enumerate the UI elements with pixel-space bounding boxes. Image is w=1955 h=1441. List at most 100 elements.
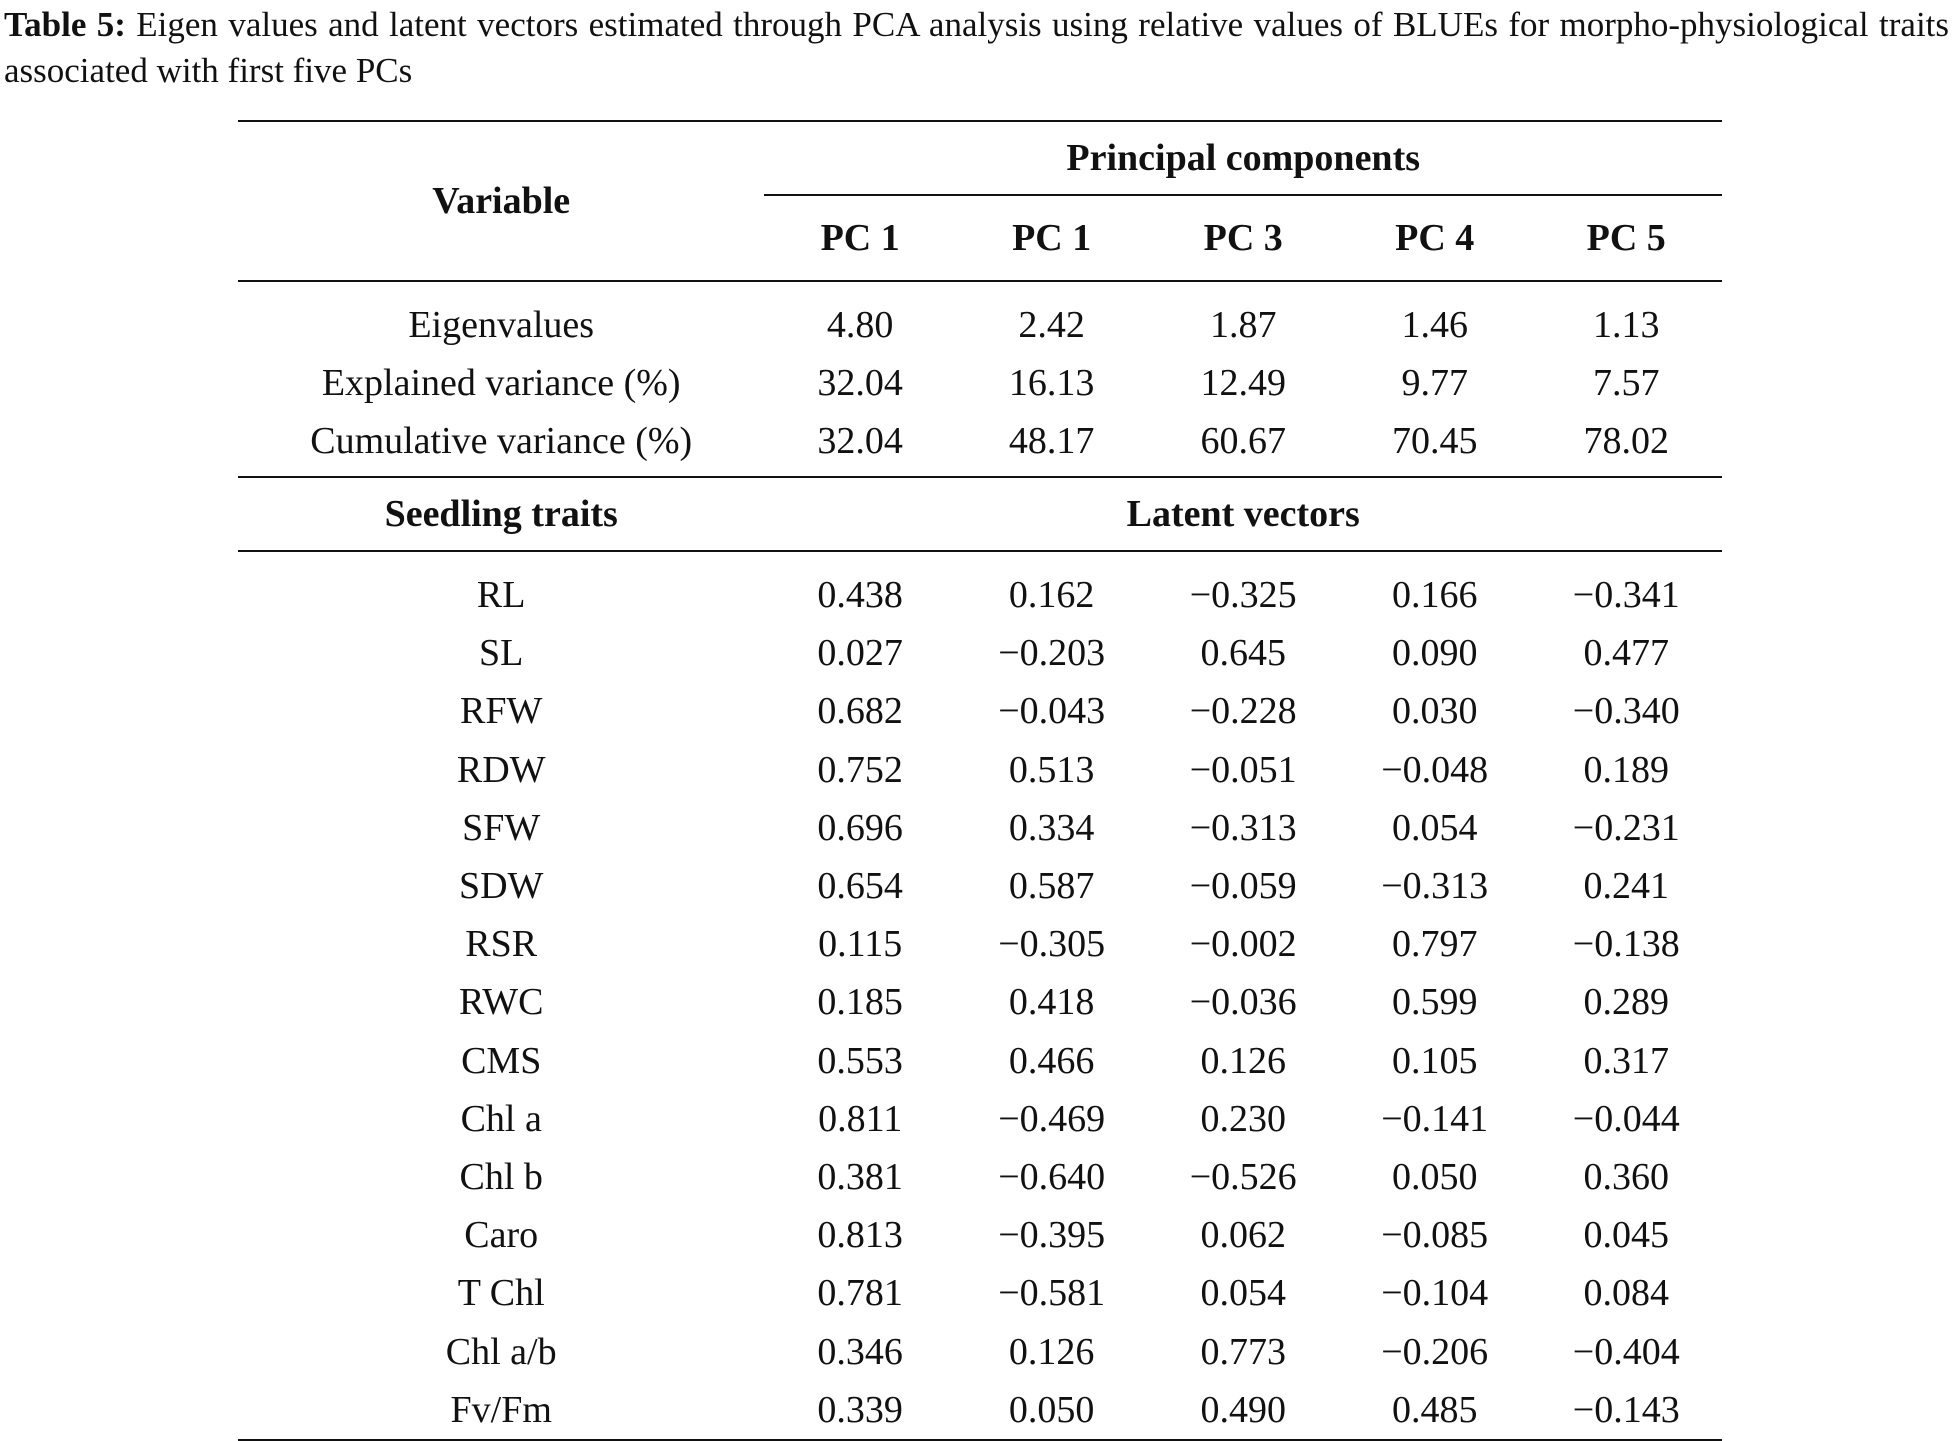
latent-vector-value: −0.469 [998,1097,1106,1140]
stat-row-eigenvalues: Eigenvalues 4.80 2.42 1.87 1.46 1.13 [238,281,1722,354]
table-row: RDW 0.752 0.513 −0.051 −0.048 0.189 [238,741,1722,799]
latent-vector-value: 0.334 [1008,806,1095,849]
latent-vector-value: −0.138 [1572,923,1680,966]
header-pc-column: PC 5 [1530,195,1722,282]
table-row: RWC 0.185 0.418 −0.036 0.599 0.289 [238,973,1722,1031]
stat-value: 1.13 [1592,304,1660,346]
latent-vector-value: 0.477 [1583,632,1669,675]
header-variable: Variable [238,121,765,282]
stat-value: 32.04 [764,412,956,478]
header-principal-components: Principal components [764,121,1722,196]
stat-value: 60.67 [1147,412,1339,478]
latent-vector-value: −0.104 [1381,1272,1489,1315]
latent-vector-value: 0.230 [1200,1097,1286,1140]
stat-value: 32.04 [817,362,903,404]
stat-value: 4.80 [826,304,894,346]
stat-label: Cumulative variance (%) [238,412,765,478]
latent-vector-value: 0.381 [817,1155,903,1198]
latent-vector-value: 0.027 [817,632,903,675]
trait-name: Fv/Fm [238,1380,765,1441]
latent-vector-value: 0.773 [1200,1330,1286,1373]
stats-section: Eigenvalues 4.80 2.42 1.87 1.46 1.13 Exp… [238,281,1722,552]
latent-vector-value: −0.085 [1381,1214,1489,1257]
stat-value: 78.02 [1530,412,1722,478]
latent-vector-value: −0.313 [1189,806,1297,849]
latent-vector-value: −0.002 [1189,923,1297,966]
header-pc-column: PC 1 [764,195,956,282]
latent-vector-value: 0.115 [818,923,903,966]
latent-vector-value: 0.084 [1583,1272,1669,1315]
latent-vector-value: −0.051 [1189,748,1297,791]
latent-vector-value: −0.141 [1381,1097,1489,1140]
trait-name: Chl b [459,1155,543,1198]
latent-vector-value: 0.126 [1008,1330,1095,1373]
latent-vector-value: −0.059 [1189,865,1297,908]
latent-vector-value: −0.305 [998,923,1106,966]
latent-vector-value: 0.696 [817,806,903,849]
stat-value: 70.45 [1338,412,1531,478]
latent-vector-value: 0.485 [1338,1380,1531,1441]
trait-name: RL [476,574,526,617]
latent-vector-value: 0.682 [817,690,903,733]
latent-vector-value: 0.126 [1200,1039,1286,1082]
latent-vector-value: 0.189 [1583,748,1669,791]
table-row: Caro 0.813 −0.395 0.062 −0.085 0.045 [238,1206,1722,1264]
latent-vector-value: 0.797 [1391,923,1478,966]
latent-vector-value: 0.241 [1583,865,1669,908]
trait-name: RDW [456,748,546,791]
latent-vector-value: −0.581 [998,1272,1106,1315]
latent-vector-value: −0.313 [1381,865,1489,908]
latent-vector-value: 0.030 [1391,690,1478,733]
seedling-traits-heading: Seedling traits [238,477,765,552]
latent-vector-value: 0.645 [1200,632,1286,675]
latent-vector-value: −0.526 [1189,1155,1297,1198]
stat-value: 12.49 [1200,362,1286,404]
latent-vector-value: 0.317 [1583,1039,1669,1082]
table-row: Chl a 0.811 −0.469 0.230 −0.141 −0.044 [238,1090,1722,1148]
latent-vector-value: 0.438 [817,574,903,617]
trait-name: SDW [458,865,544,908]
latent-vector-value: 0.587 [1008,865,1095,908]
latent-vector-rows: RL 0.438 0.162 −0.325 0.166 −0.341 SL 0.027 −0.2… [238,551,1722,1441]
latent-vector-value: 0.045 [1583,1214,1669,1257]
latent-vector-value: −0.640 [998,1155,1106,1198]
header-pc-column: PC 3 [1147,195,1339,282]
latent-vector-value: −0.340 [1572,690,1680,733]
stat-label: Eigenvalues [408,304,595,346]
latent-vector-value: −0.341 [1572,574,1680,617]
latent-vector-value: 0.553 [817,1039,903,1082]
trait-name: T Chl [457,1272,545,1315]
table-row: CMS 0.553 0.466 0.126 0.105 0.317 [238,1032,1722,1090]
latent-vector-value: 0.166 [1391,574,1478,617]
trait-name: SL [479,632,524,675]
pca-table: Variable Principal components PC 1 PC 1 … [238,120,1722,1441]
stat-value: 9.77 [1401,362,1468,404]
stat-value: 1.87 [1209,304,1277,346]
trait-name: SFW [462,806,541,849]
table-row: Fv/Fm 0.339 0.050 0.490 0.485 −0.143 [238,1380,1722,1441]
stat-label: Explained variance (%) [321,362,681,404]
latent-vector-value: −0.043 [998,690,1106,733]
latent-vector-value: 0.346 [817,1330,903,1373]
latent-vector-value: 0.513 [1008,748,1095,791]
latent-vector-value: 0.466 [1008,1039,1095,1082]
caption-text: Eigen values and latent vectors estimate… [4,5,1950,90]
latent-vector-value: 0.054 [1391,806,1478,849]
stat-row-cumulative-variance: Cumulative variance (%) 32.04 48.17 60.6… [238,412,1722,478]
header-pc-column: PC 4 [1338,195,1531,282]
table-row: SDW 0.654 0.587 −0.059 −0.313 0.241 [238,857,1722,915]
latent-vector-value: 0.360 [1583,1155,1669,1198]
latent-vector-value: −0.036 [1189,981,1297,1024]
latent-vector-value: 0.813 [817,1214,903,1257]
latent-vector-value: −0.404 [1572,1330,1680,1373]
latent-vector-value: −0.231 [1572,806,1680,849]
trait-name: RWC [458,981,544,1024]
latent-vector-value: 0.490 [1147,1380,1339,1441]
table-row: RL 0.438 0.162 −0.325 0.166 −0.341 [238,551,1722,624]
latent-vector-value: 0.781 [817,1272,903,1315]
trait-name: RFW [460,690,543,733]
latent-vectors-heading: Latent vectors [764,477,1722,552]
latent-vector-value: 0.811 [818,1097,903,1140]
trait-name: Chl a/b [445,1330,557,1373]
latent-vector-value: 0.050 [955,1380,1148,1441]
